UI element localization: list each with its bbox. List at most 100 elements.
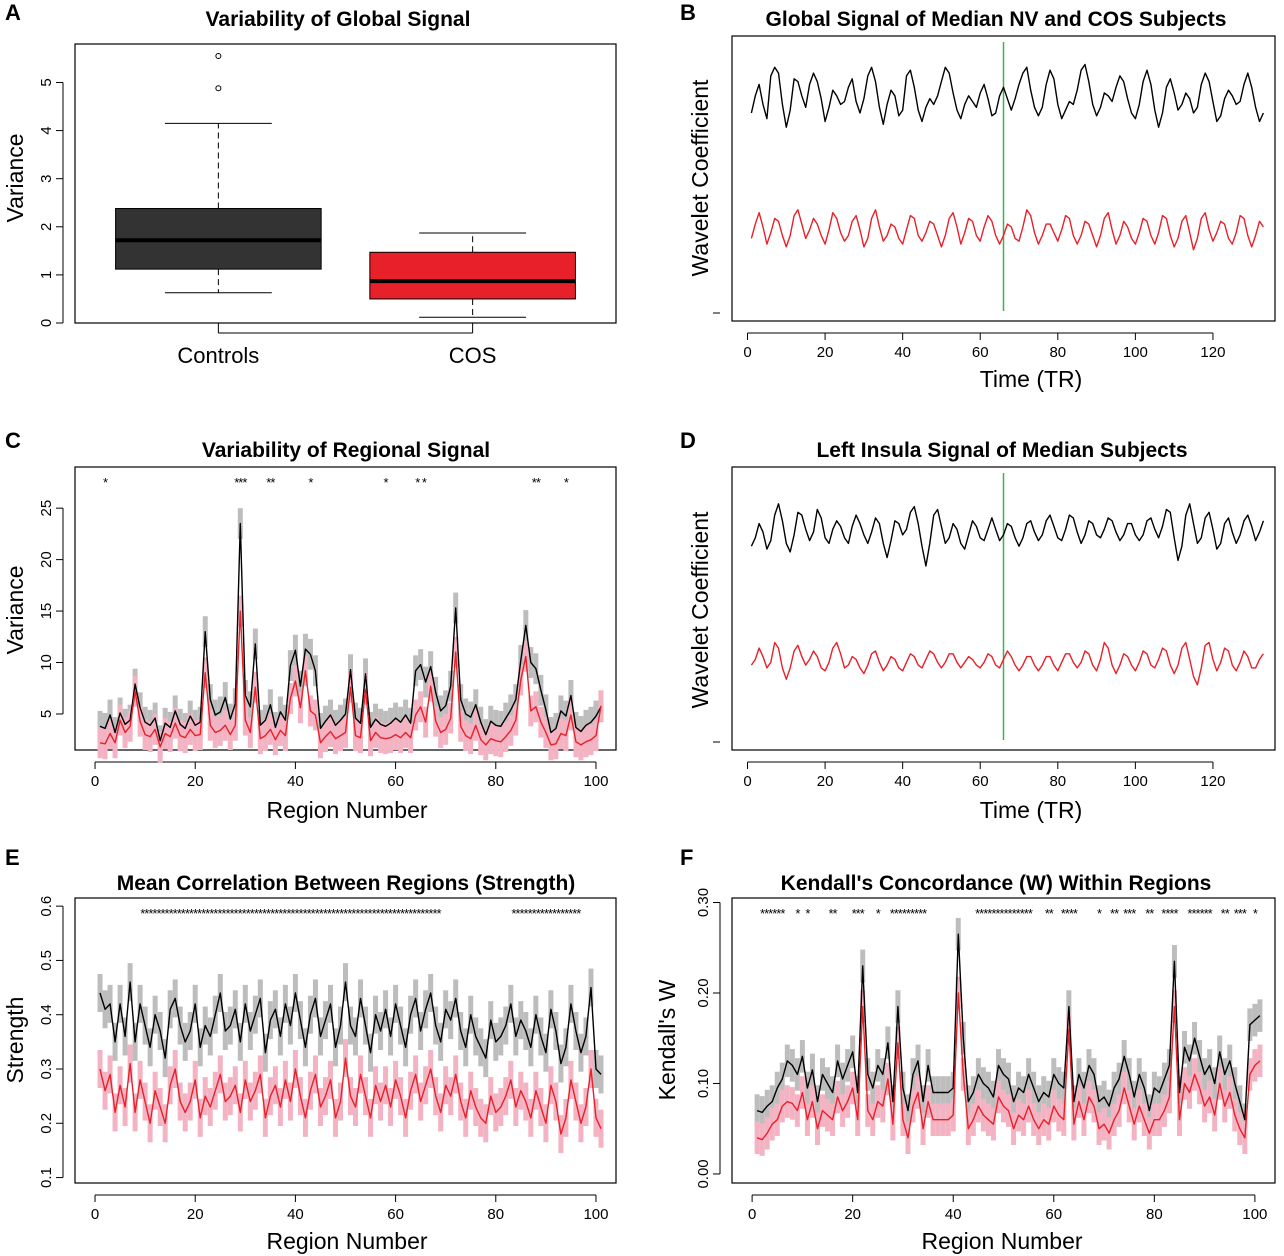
plot-frame-f [731,897,1276,1184]
panel-d-plot: 0 20 40 60 80 100 120 [713,466,1276,790]
plot-frame-b [731,35,1276,322]
panel-c-title: Variability of Regional Signal [202,439,490,462]
category-label: Controls [177,343,259,368]
x-tick-label-c: 60 [387,773,404,790]
panel-label-d: D [680,428,696,453]
x-tick-label-e: 100 [583,1206,608,1223]
series-line-controls [750,503,1265,567]
significance-star-f: ****** [1187,906,1212,921]
panel-a-plot: 0 1 2 3 4 5 Controls COS [38,43,617,368]
panel-e-title: Mean Correlation Between Regions (Streng… [117,872,576,895]
plot-frame-d [731,466,1276,751]
significance-star-f: *** [852,906,865,921]
x-tick-label-e: 40 [287,1206,304,1223]
significance-star-f: *** [1123,906,1136,921]
panel-f-ylabel: Kendall's W [654,979,680,1100]
x-tick-label-d: 100 [1123,773,1148,790]
y-tick-label-a: 5 [38,78,55,86]
x-tick-label-b: 20 [817,344,834,361]
y-tick-label-f: 0.30 [695,888,712,917]
x-tick-label-d: 40 [894,773,911,790]
x-tick-label-e: 20 [187,1206,204,1223]
significance-star-f: ** [1045,906,1054,921]
significance-star-c: * [384,475,389,490]
x-tick-label-d: 20 [817,773,834,790]
y-tick-label-c: 15 [38,603,55,620]
y-tick-label-e: 0.1 [38,1167,55,1188]
significance-star-e: ***************** [511,906,581,921]
panel-label-a: A [5,0,21,25]
panel-e: E Mean Correlation Between Regions (Stre… [2,845,617,1254]
x-tick-label-b: 40 [894,344,911,361]
x-tick-label-c: 0 [91,773,99,790]
significance-star-c: ** [266,475,275,490]
panel-d-title: Left Insula Signal of Median Subjects [816,439,1187,462]
significance-star-f: * [805,906,810,921]
significance-star-f: **** [1061,906,1078,921]
x-tick-label-c: 40 [287,773,304,790]
y-tick-label-f: 0.20 [695,978,712,1007]
significance-star-f: ****** [760,906,785,921]
x-tick-label-f: 100 [1242,1206,1267,1223]
series-line-controls [99,981,602,1075]
x-tick-label-c: 20 [187,773,204,790]
significance-star-e: ****************************************… [140,906,441,921]
panel-f-title: Kendall's Concordance (W) Within Regions [781,872,1212,895]
y-tick-label-a: 1 [38,271,55,279]
y-tick-label-a: 0 [38,319,55,327]
outlier-point [215,53,222,60]
significance-star-f: ** [1110,906,1119,921]
x-tick-label-b: 60 [972,344,989,361]
significance-star-c: * [103,475,108,490]
y-tick-label-a: 3 [38,175,55,183]
x-tick-label-c: 80 [487,773,504,790]
panel-e-plot: 0 20 40 60 80 100 0.1 0.2 0.3 0.4 0.5 0.6 **********… [38,896,617,1223]
significance-star-c: * [564,475,569,490]
series-line-controls [99,522,602,742]
significance-star-f: * [1253,906,1258,921]
plot-frame-a [74,43,617,324]
y-tick-label-c: 10 [38,654,55,671]
significance-star-f: ********* [890,906,927,921]
x-tick-label-f: 0 [748,1206,756,1223]
series-line-controls [756,933,1261,1121]
x-tick-label-e: 60 [387,1206,404,1223]
x-tick-label-f: 40 [945,1206,962,1223]
significance-star-f: * [795,906,800,921]
significance-star-f: * [876,906,881,921]
series-line-cos [750,209,1264,251]
significance-star-f: ** [1221,906,1230,921]
x-tick-label-e: 80 [487,1206,504,1223]
panel-c: C Variability of Regional Signal Varianc… [2,428,617,823]
y-tick-label-e: 0.2 [38,1113,55,1134]
outlier-point [215,85,222,92]
x-tick-label-f: 20 [844,1206,861,1223]
panel-b-plot: 0 20 40 60 80 100 120 [713,35,1276,361]
y-tick-label-a: 4 [38,126,55,134]
x-tick-label-b: 100 [1123,344,1148,361]
x-tick-label-e: 0 [91,1206,99,1223]
box-cos [369,251,576,300]
panel-d: D Left Insula Signal of Median Subjects … [680,428,1276,823]
panel-a: A Variability of Global Signal Variance … [2,0,617,368]
panel-label-e: E [5,845,20,870]
series-line-cos [750,641,1264,686]
panel-a-title: Variability of Global Signal [206,8,471,31]
significance-star-f: **** [1161,906,1178,921]
significance-star-f: * [1097,906,1102,921]
series-line-cos [756,992,1261,1141]
significance-star-c: ** [532,475,541,490]
panel-a-ylabel: Variance [2,133,28,222]
category-label: COS [449,343,497,368]
plot-frame-c [74,466,617,751]
y-tick-label-f: 0.10 [695,1069,712,1098]
y-tick-label-e: 0.5 [38,950,55,971]
panel-f: F Kendall's Concordance (W) Within Regio… [654,845,1276,1254]
x-tick-label-f: 80 [1146,1206,1163,1223]
panel-e-ylabel: Strength [2,997,28,1084]
significance-star-f: ************** [975,906,1033,921]
series-line-cos [99,610,602,748]
significance-star-f: *** [1234,906,1247,921]
